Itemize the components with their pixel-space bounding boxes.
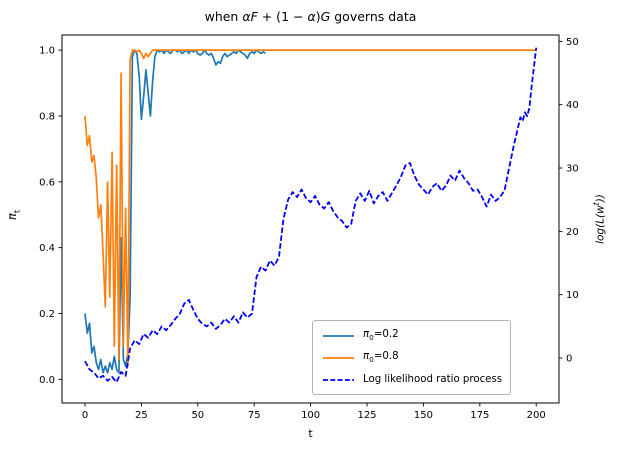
y-left-tick-label: 0.2 (39, 309, 55, 320)
x-tick-label: 0 (82, 410, 88, 421)
legend-item-label: Log likelihood ratio process (363, 374, 503, 385)
x-tick-label: 150 (414, 410, 433, 421)
x-axis-label: t (308, 427, 313, 440)
legend-line-sample (323, 378, 354, 381)
x-tick-label: 125 (357, 410, 376, 421)
x-tick-label: 25 (135, 410, 148, 421)
y-left-tick-label: 0.4 (39, 243, 55, 254)
chart-title: when αF + (1 − α)G governs data (204, 9, 417, 24)
y-left-tick-label: 1.0 (39, 46, 55, 57)
y-right-tick-label: 0 (566, 354, 572, 365)
x-tick-label: 175 (470, 410, 489, 421)
legend-item-label: π0=0.2 (363, 328, 399, 343)
y-left-tick-label: 0.8 (39, 111, 55, 122)
legend: π0=0.2 π0=0.8 Log likelihood ratio process (312, 320, 511, 395)
legend-item: Log likelihood ratio process (322, 371, 503, 388)
x-tick-label: 50 (191, 410, 204, 421)
legend-item-label: π0=0.8 (363, 350, 399, 365)
x-tick-label: 75 (248, 410, 261, 421)
y-right-tick-label: 50 (566, 37, 579, 48)
y-right-tick-label: 30 (566, 164, 579, 175)
y-right-tick-label: 40 (566, 100, 579, 111)
legend-line-sample (323, 356, 354, 359)
log-likelihood-line (84, 47, 538, 384)
y-axis-label-right: log(L(wt)) (592, 194, 607, 244)
y-left-tick-label: 0.6 (39, 177, 55, 188)
y-left-tick-label: 0.0 (39, 375, 55, 386)
legend-item: π0=0.8 (322, 349, 501, 366)
legend-line-sample (323, 334, 354, 337)
pi0-0.8-line (84, 49, 537, 367)
y-right-tick-label: 20 (566, 227, 579, 238)
y-axis-label-left: πt (5, 209, 22, 221)
legend-item: π0=0.2 (322, 327, 501, 344)
y-right-tick-label: 10 (566, 290, 579, 301)
x-tick-label: 200 (527, 410, 546, 421)
x-tick-label: 100 (301, 410, 320, 421)
